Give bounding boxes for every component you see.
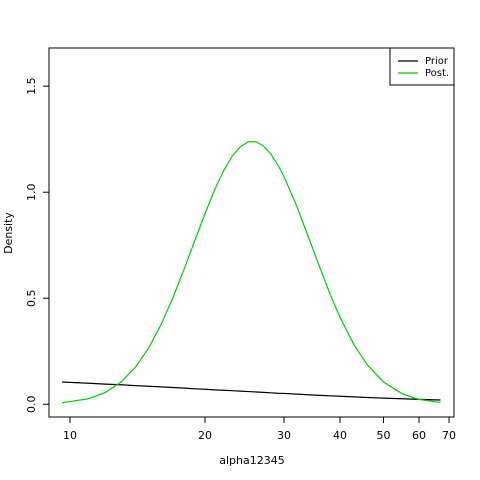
x-tick-label: 40: [333, 429, 347, 442]
x-tick-label: 60: [412, 429, 426, 442]
plot-frame: [48, 47, 455, 418]
x-tick-label: 10: [63, 429, 77, 442]
y-tick-label: 0.0: [25, 396, 38, 414]
y-tick-label: 1.5: [25, 77, 38, 95]
x-tick-label: 30: [277, 429, 291, 442]
x-tick-label: 20: [198, 429, 212, 442]
y-axis-label: Density: [2, 212, 15, 254]
x-axis-label: alpha12345: [219, 454, 284, 467]
series-line: [61, 141, 441, 404]
y-tick-label: 1.0: [25, 183, 38, 201]
legend-label: Prior: [425, 56, 449, 67]
legend-box: [389, 47, 455, 86]
y-tick-label: 0.5: [25, 289, 38, 307]
series-line: [61, 381, 441, 401]
x-tick-label: 50: [377, 429, 391, 442]
legend-label: Post.: [425, 68, 449, 79]
x-tick-label: 70: [442, 429, 456, 442]
